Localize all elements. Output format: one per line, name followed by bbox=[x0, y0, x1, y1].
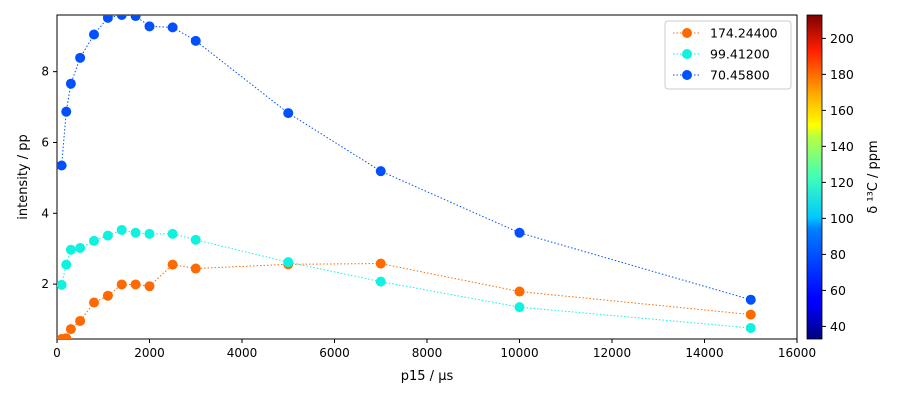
series-layer bbox=[57, 15, 756, 339]
x-tick-label: 4000 bbox=[227, 346, 258, 360]
y-axis-label: intensity / pp bbox=[16, 134, 31, 220]
data-point bbox=[745, 309, 756, 320]
data-point bbox=[65, 324, 76, 335]
data-point bbox=[65, 78, 76, 89]
data-point bbox=[375, 276, 386, 287]
data-point bbox=[61, 259, 72, 270]
data-point bbox=[144, 21, 155, 32]
colorbar-tick-label: 100 bbox=[830, 211, 854, 226]
x-tick-label: 14000 bbox=[685, 346, 723, 360]
data-point bbox=[116, 279, 127, 290]
data-point bbox=[283, 108, 294, 119]
data-point bbox=[375, 166, 386, 177]
data-point bbox=[116, 15, 127, 20]
legend-label: 70.45800 bbox=[710, 68, 770, 83]
data-point bbox=[130, 15, 141, 22]
x-tick-label: 12000 bbox=[593, 346, 631, 360]
data-point bbox=[89, 29, 99, 40]
x-tick-label: 8000 bbox=[412, 346, 443, 360]
x-tick-label: 2000 bbox=[134, 346, 165, 360]
colorbar-tick-label: 40 bbox=[830, 319, 846, 334]
data-point bbox=[514, 302, 525, 313]
data-point bbox=[190, 234, 201, 245]
data-point bbox=[514, 227, 525, 238]
colorbar-tick-label: 120 bbox=[830, 175, 854, 190]
data-point bbox=[190, 263, 201, 274]
data-point bbox=[89, 235, 99, 246]
data-point bbox=[57, 160, 67, 171]
y-tick-label: 4 bbox=[41, 206, 49, 220]
colorbar-tick-label: 200 bbox=[830, 31, 854, 46]
data-point bbox=[375, 258, 386, 269]
colorbar-tick-label: 60 bbox=[830, 283, 846, 298]
data-point bbox=[57, 279, 67, 290]
colorbar-tick-label: 80 bbox=[830, 247, 846, 262]
data-point bbox=[144, 281, 155, 292]
data-point bbox=[89, 297, 99, 308]
data-point bbox=[745, 294, 756, 305]
data-point bbox=[65, 244, 76, 255]
data-point bbox=[167, 228, 178, 239]
legend-marker bbox=[682, 49, 692, 59]
legend-label: 174.24400 bbox=[710, 26, 778, 41]
data-point bbox=[75, 315, 86, 326]
data-point bbox=[167, 259, 178, 270]
legend-label: 99.41200 bbox=[710, 47, 770, 62]
legend: 174.24400 99.41200 70.45800 bbox=[664, 20, 792, 90]
x-axis: 0 2000 4000 6000 8000 10000 12000 14000 16000 bbox=[53, 339, 816, 360]
colorbar-ticks: 40 60 80 100 120 140 160 180 200 bbox=[822, 31, 854, 334]
y-tick-label: 2 bbox=[41, 277, 49, 291]
data-point bbox=[75, 242, 86, 253]
x-tick-label: 0 bbox=[53, 346, 61, 360]
data-point bbox=[130, 279, 141, 290]
x-axis-label: p15 / µs bbox=[401, 369, 454, 384]
data-point bbox=[167, 22, 178, 33]
colorbar-label: δ ¹³C / ppm bbox=[866, 140, 881, 213]
y-axis: 2 4 6 8 bbox=[41, 65, 57, 291]
data-point bbox=[75, 52, 86, 63]
y-tick-label: 8 bbox=[41, 65, 49, 79]
data-point bbox=[116, 224, 127, 235]
x-tick-label: 16000 bbox=[778, 346, 816, 360]
colorbar-gradient bbox=[806, 14, 823, 340]
data-point bbox=[514, 286, 525, 297]
legend-marker bbox=[682, 28, 692, 38]
x-tick-label: 10000 bbox=[500, 346, 538, 360]
colorbar-tick-label: 160 bbox=[830, 103, 854, 118]
data-point bbox=[102, 290, 113, 301]
data-point bbox=[102, 230, 113, 241]
data-point bbox=[61, 333, 72, 339]
colorbar-tick-label: 140 bbox=[830, 139, 854, 154]
legend-marker bbox=[682, 70, 692, 80]
data-point bbox=[102, 15, 113, 23]
x-tick-label: 6000 bbox=[319, 346, 350, 360]
data-point bbox=[61, 106, 72, 117]
data-point bbox=[190, 35, 201, 46]
colorbar: 40 60 80 100 120 140 160 180 200 δ ¹³C / ppm bbox=[806, 14, 881, 340]
data-point bbox=[130, 227, 141, 238]
data-point bbox=[283, 257, 294, 268]
y-tick-label: 6 bbox=[41, 135, 49, 149]
data-point bbox=[144, 228, 155, 239]
data-point bbox=[745, 323, 756, 334]
legend-box bbox=[664, 20, 792, 90]
colorbar-tick-label: 180 bbox=[830, 67, 854, 82]
